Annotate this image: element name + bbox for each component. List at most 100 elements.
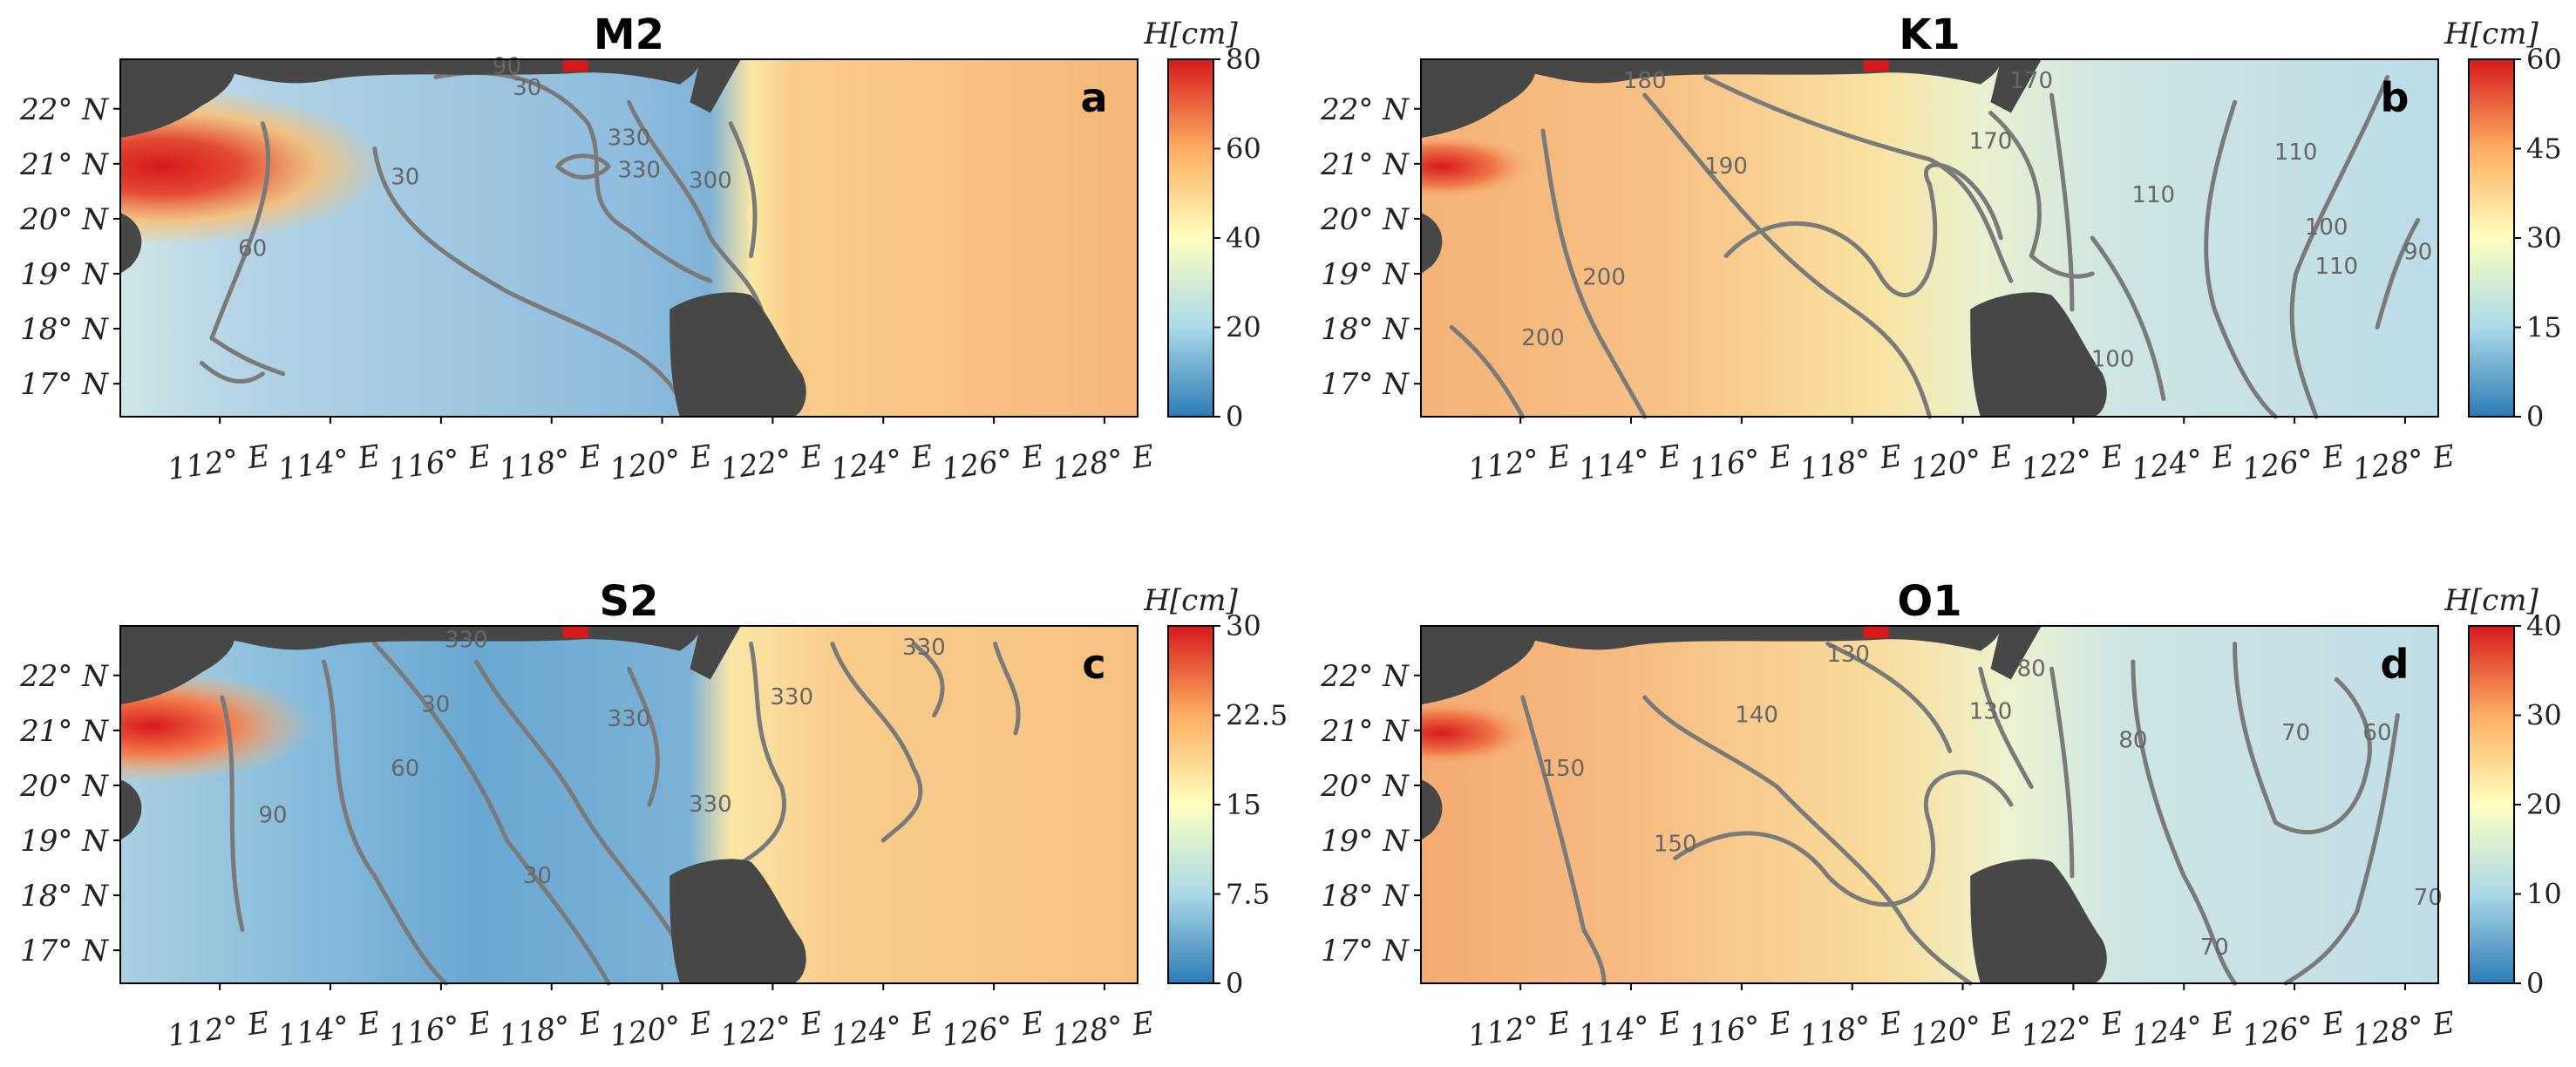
contour-label: 110 xyxy=(2131,182,2175,208)
y-tick-label: 20° N xyxy=(19,202,109,237)
contour-line xyxy=(220,695,245,932)
contour-line xyxy=(433,71,713,283)
panel-letter: d xyxy=(2381,641,2409,688)
coastal-high-amplitude xyxy=(1421,626,2438,983)
panel-title: O1 xyxy=(1897,577,1961,626)
contour-label: 170 xyxy=(2009,68,2053,94)
y-tick-label: 17° N xyxy=(1321,367,1410,402)
land-hainanTop xyxy=(1990,59,2042,113)
x-tick-label: 122° E xyxy=(718,1005,825,1054)
contour-label: 30 xyxy=(513,75,541,101)
x-tick-label: 116° E xyxy=(1687,438,1793,487)
contour-label: 300 xyxy=(689,168,732,194)
colorbar-tick-label: 30 xyxy=(2526,699,2562,732)
land-coastTop xyxy=(120,626,235,705)
land-island xyxy=(1970,859,2107,983)
x-tick-label: 120° E xyxy=(1908,1005,2015,1054)
x-tick-label: 122° E xyxy=(718,438,825,487)
plot-frame xyxy=(1420,625,2439,984)
contour-label: 110 xyxy=(2314,254,2358,280)
y-tick-label: 19° N xyxy=(1321,824,1410,859)
x-tick-label: 118° E xyxy=(1798,438,1904,487)
contour-line xyxy=(555,153,611,180)
colorbar xyxy=(1167,58,1214,418)
y-tick-label: 21° N xyxy=(1320,714,1410,749)
x-tick-label: 126° E xyxy=(2240,1005,2347,1054)
y-tick-label: 18° N xyxy=(20,879,109,914)
land-leftCoast xyxy=(1421,779,1443,840)
colorbar-tick-label: 60 xyxy=(2526,43,2562,76)
contour-label: 30 xyxy=(523,863,552,889)
x-tick-label: 124° E xyxy=(829,438,935,487)
y-tick-label: 17° N xyxy=(1321,934,1410,968)
contour-label: 330 xyxy=(617,157,661,183)
contour-label: 150 xyxy=(1542,756,1586,782)
contour-line xyxy=(627,99,764,312)
contour-label: 60 xyxy=(238,236,267,262)
land-island xyxy=(1970,292,2107,417)
plot-frame xyxy=(119,58,1138,418)
x-tick-label: 118° E xyxy=(497,438,603,487)
colorbar-tick-label: 30 xyxy=(2526,221,2562,255)
x-tick-label: 128° E xyxy=(2350,438,2457,487)
contour-line xyxy=(474,659,683,950)
contour-label: 330 xyxy=(608,125,651,151)
land-hainanTop xyxy=(1990,626,2042,680)
contour-line xyxy=(2375,218,2421,330)
colorbar xyxy=(2468,58,2515,418)
contour-label: 330 xyxy=(689,792,732,818)
contour-label: 100 xyxy=(2091,347,2135,373)
colorbar-label: H[cm] xyxy=(2443,583,2539,618)
contour-line xyxy=(2090,235,2166,401)
x-tick-label: 112° E xyxy=(166,438,272,487)
y-tick-label: 18° N xyxy=(1321,312,1410,347)
y-tick-label: 22° N xyxy=(1320,659,1410,694)
panel-title: S2 xyxy=(600,577,659,626)
contour-label: 70 xyxy=(2281,720,2310,746)
x-tick-label: 124° E xyxy=(2130,438,2236,487)
contour-line xyxy=(1673,770,2014,907)
contour-line xyxy=(2283,713,2400,986)
x-tick-label: 112° E xyxy=(166,1005,272,1054)
y-tick-label: 20° N xyxy=(19,769,109,804)
contour-label: 80 xyxy=(2017,656,2046,682)
colorbar-tick-label: 30 xyxy=(1226,609,1261,642)
contour-line xyxy=(1540,128,1648,419)
x-tick-label: 126° E xyxy=(940,438,1046,487)
x-tick-label: 120° E xyxy=(608,1005,714,1054)
contour-label: 200 xyxy=(1582,264,1626,290)
coastal-red-spot xyxy=(562,626,588,638)
contour-label: 90 xyxy=(259,803,288,829)
x-tick-label: 114° E xyxy=(1577,438,1683,487)
y-tick-label: 21° N xyxy=(19,714,109,749)
x-tick-label: 116° E xyxy=(386,1005,493,1054)
contour-line xyxy=(372,642,611,986)
colorbar-tick-label: 40 xyxy=(2526,609,2562,642)
land-leftCoast xyxy=(120,779,142,840)
land-coastTop xyxy=(1421,626,1536,705)
colorbar-tick-label: 10 xyxy=(2526,878,2562,911)
panel-title: M2 xyxy=(594,10,664,59)
colorbar-label: H[cm] xyxy=(1143,17,1238,51)
x-tick-label: 114° E xyxy=(1577,1005,1683,1054)
x-tick-label: 112° E xyxy=(1466,438,1573,487)
x-tick-label: 120° E xyxy=(608,438,714,487)
contour-line xyxy=(728,642,787,872)
colorbar-tick-label: 0 xyxy=(2526,400,2544,433)
land-hainanTop xyxy=(690,626,741,680)
contour-line xyxy=(911,642,945,717)
contour-label: 60 xyxy=(391,756,419,782)
x-tick-label: 118° E xyxy=(1798,1005,1904,1054)
colorbar-tick-label: 0 xyxy=(1226,967,1243,1000)
x-tick-label: 122° E xyxy=(2019,438,2125,487)
contour-line xyxy=(1703,75,2014,283)
contour-line xyxy=(2049,666,2075,879)
contour-label: 90 xyxy=(2403,240,2432,266)
x-tick-label: 114° E xyxy=(276,1005,383,1054)
contour-label: 130 xyxy=(1826,642,1870,668)
contour-label: 80 xyxy=(2118,727,2147,753)
y-tick-label: 22° N xyxy=(19,92,109,127)
panel-letter: b xyxy=(2381,74,2409,121)
